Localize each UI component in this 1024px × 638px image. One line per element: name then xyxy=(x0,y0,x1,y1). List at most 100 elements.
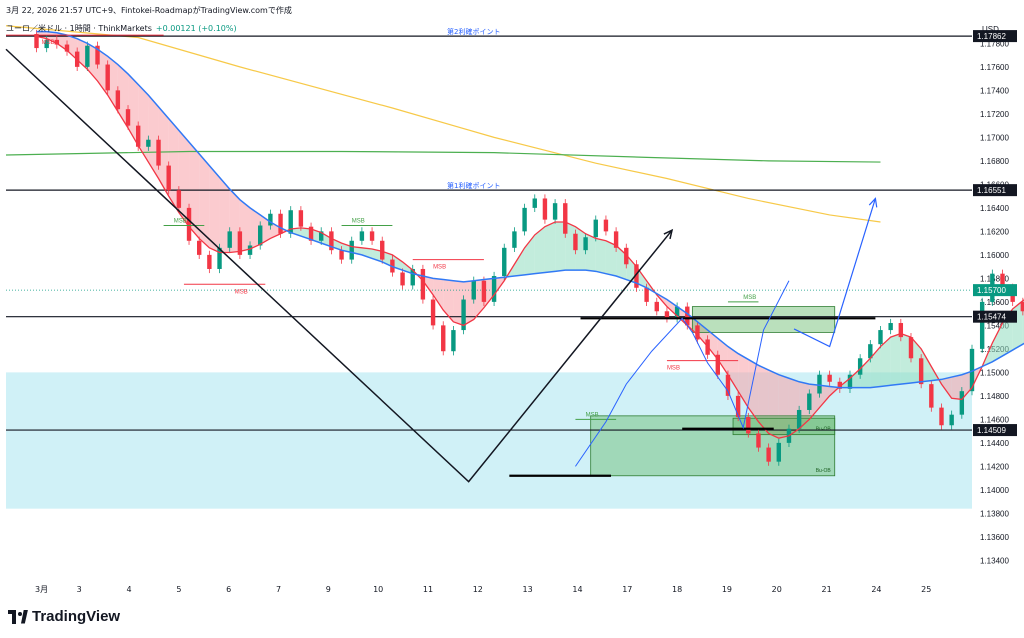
msb-label: MSB xyxy=(667,366,680,372)
candle-body xyxy=(369,231,375,241)
candle-body xyxy=(613,231,619,248)
tradingview-wordmark: TradingView xyxy=(32,608,121,625)
ma-cloud xyxy=(748,359,759,422)
y-tick-label: 1.17200 xyxy=(980,110,1009,119)
ma-cloud xyxy=(697,321,708,347)
ma-cloud xyxy=(961,371,972,400)
candle-body xyxy=(583,237,588,251)
y-tick-label: 1.13800 xyxy=(980,509,1009,518)
ma-cloud xyxy=(555,221,566,272)
swing-path xyxy=(575,280,790,467)
candle-body xyxy=(725,374,731,396)
ma-cloud xyxy=(463,280,474,326)
price-label-badge xyxy=(973,184,1017,197)
tradingview-logo[interactable]: TradingView xyxy=(8,608,120,625)
candle-body xyxy=(542,198,548,220)
candle-body xyxy=(441,325,446,352)
ma-cloud xyxy=(758,365,769,434)
ma-cloud xyxy=(483,278,495,308)
level-label: 第2利確ポイント xyxy=(447,27,500,36)
y-tick-label: 1.16800 xyxy=(980,157,1009,166)
candle-body xyxy=(918,358,924,385)
ma-cloud xyxy=(514,247,525,277)
ma-cloud xyxy=(951,374,962,400)
msb-label: MSB xyxy=(352,219,365,225)
price-axis xyxy=(972,0,1024,600)
ma-cloud xyxy=(46,31,57,44)
x-tick-label: 9 xyxy=(326,585,331,594)
candle-body xyxy=(837,381,843,389)
ma-cloud xyxy=(67,35,78,60)
candle-body xyxy=(735,395,741,418)
ma-cloud xyxy=(290,227,301,237)
ma-fast-line xyxy=(36,35,1024,439)
candle-body xyxy=(796,409,802,429)
candle-body xyxy=(695,325,700,340)
ma-cloud xyxy=(199,153,210,248)
y-tick-label: 1.15000 xyxy=(980,368,1009,377)
ma-cloud xyxy=(799,381,810,429)
ma-cloud xyxy=(677,306,688,326)
ma-cloud xyxy=(56,32,68,51)
ma-cloud xyxy=(910,337,922,383)
candle-body xyxy=(308,226,314,241)
ma-cloud xyxy=(229,189,240,253)
ma-cloud xyxy=(778,374,789,439)
y-tick-label: 1.13400 xyxy=(980,556,1009,565)
candle-body xyxy=(979,301,985,349)
ma-cloud xyxy=(616,245,627,280)
ma-cloud xyxy=(890,333,901,386)
symbol-name: ユーロ／米ドル · 1時間 · ThinkMarkets xyxy=(6,24,152,33)
candle-body xyxy=(237,231,243,255)
candle-body xyxy=(380,240,385,260)
candle-body xyxy=(115,90,121,110)
candle-body xyxy=(54,39,60,45)
ma-cloud xyxy=(819,385,830,408)
x-tick-label: 6 xyxy=(226,585,231,594)
order-block-box xyxy=(691,306,836,333)
x-tick-label: 21 xyxy=(821,585,831,594)
candle-body xyxy=(146,139,151,147)
candle-body xyxy=(847,374,853,389)
y-tick-label: 1.16200 xyxy=(980,227,1009,236)
y-tick-label: 1.13600 xyxy=(980,533,1009,542)
arrowhead-blue xyxy=(868,197,878,208)
level-label: 第1利確ポイント xyxy=(447,181,500,190)
candle-body xyxy=(512,231,517,248)
price-label-text: 1.14509 xyxy=(977,426,1006,435)
ma-cloud xyxy=(219,177,230,253)
candle-body xyxy=(898,323,904,338)
ma-cloud xyxy=(209,165,220,253)
candle-body xyxy=(268,213,273,226)
ma-cloud xyxy=(534,226,545,274)
candle-body xyxy=(969,348,975,392)
ma-cloud xyxy=(107,56,118,112)
candle-body xyxy=(491,276,497,302)
candle-body xyxy=(298,210,304,227)
y-tick-label: 1.15800 xyxy=(980,274,1009,283)
y-tick-label: 1.17400 xyxy=(980,86,1009,95)
price-label-text: 1.16551 xyxy=(977,186,1006,195)
ma-cloud xyxy=(585,233,596,272)
x-tick-label: 18 xyxy=(672,585,682,594)
candle-body xyxy=(471,280,476,300)
candle-body xyxy=(166,165,171,191)
candle-body xyxy=(827,374,832,382)
candle-body xyxy=(135,125,141,147)
ma-cloud xyxy=(321,232,332,247)
y-tick-label: 1.15400 xyxy=(980,321,1009,330)
candle-body xyxy=(593,219,598,238)
msb-label: MSB xyxy=(433,265,446,271)
price-label-text: 1.17862 xyxy=(977,32,1006,41)
candle-body xyxy=(176,190,182,208)
ma-cloud xyxy=(544,221,556,273)
x-tick-label: 20 xyxy=(772,585,782,594)
candle-body xyxy=(654,301,659,312)
candle-body xyxy=(685,306,690,326)
candle-body xyxy=(430,299,436,326)
msb-label: MSB xyxy=(743,295,756,301)
candle-body xyxy=(319,231,324,241)
ma-cloud xyxy=(250,207,261,249)
currency-label: USD xyxy=(982,25,999,34)
